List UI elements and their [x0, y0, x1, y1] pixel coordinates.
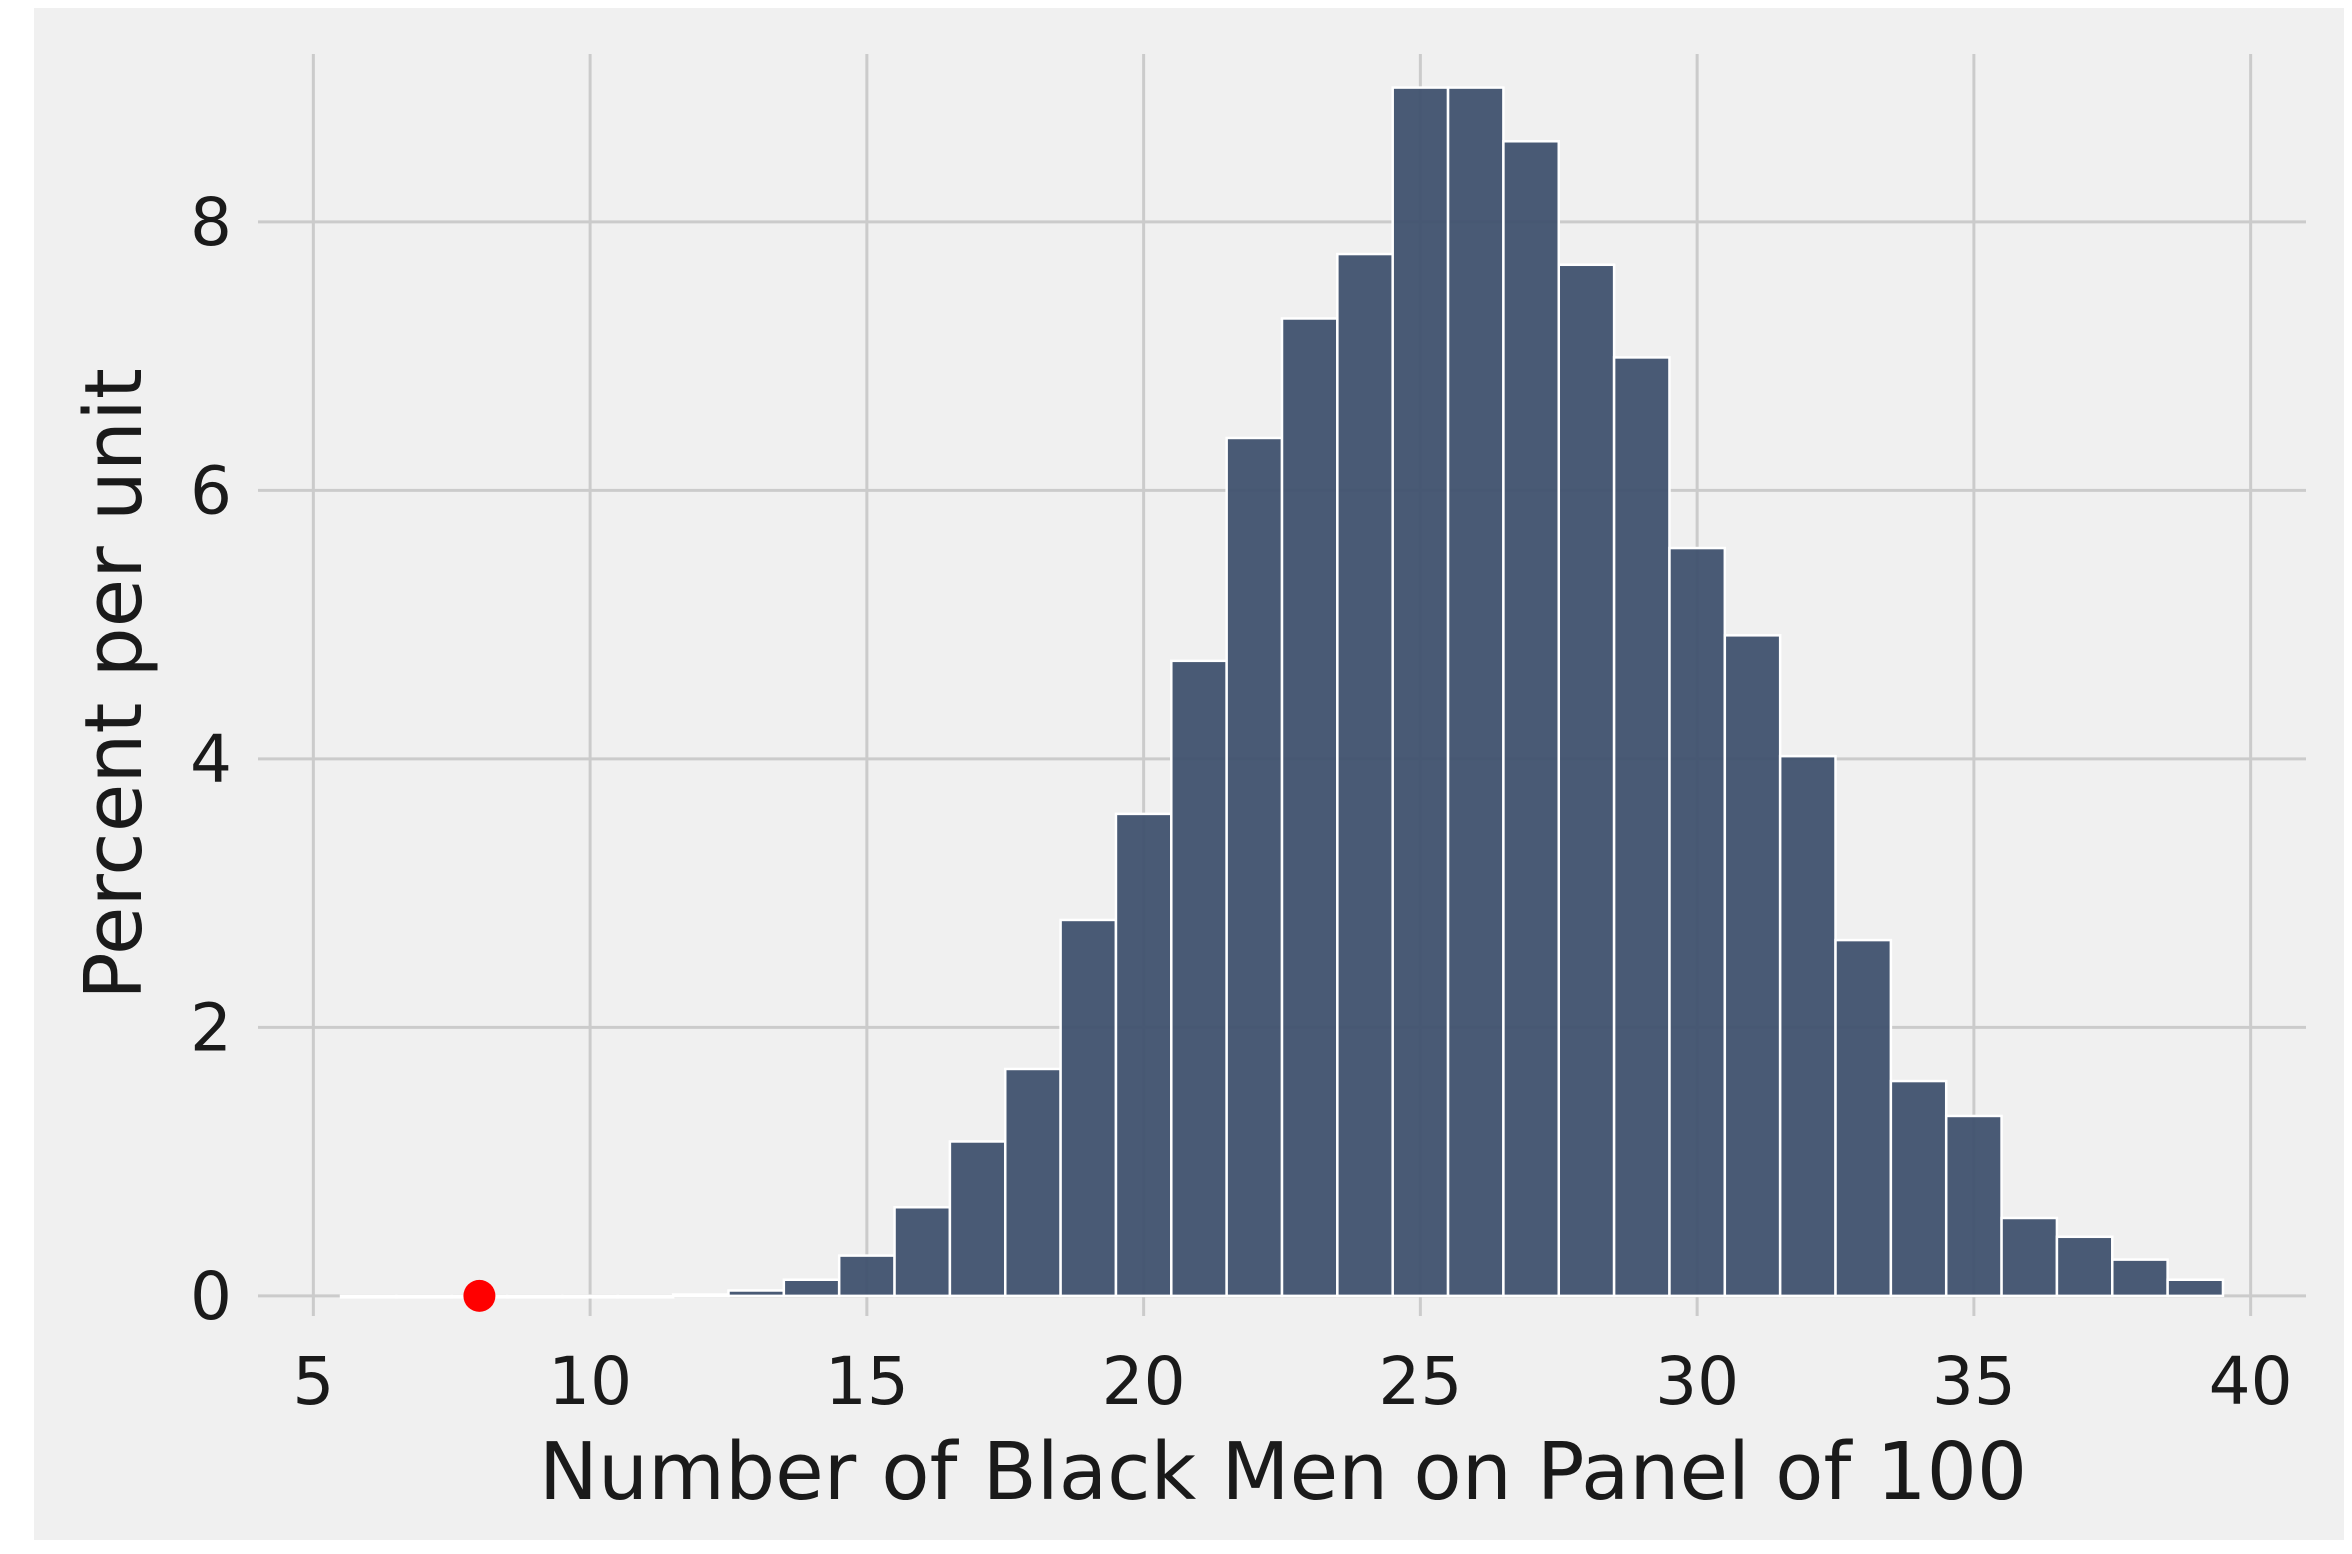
- histogram-bar: [1336, 252, 1394, 1298]
- histogram-bar: [2055, 1235, 2114, 1298]
- histogram-bar: [2000, 1216, 2059, 1298]
- histogram-bar: [1280, 317, 1339, 1298]
- histogram-bar: [782, 1278, 841, 1298]
- observed-point-layer: [463, 1279, 496, 1312]
- histogram-bar: [1003, 1067, 1062, 1298]
- histogram-bar: [395, 1294, 453, 1299]
- x-axis-label: Number of Black Men on Panel of 100: [539, 1426, 2027, 1518]
- histogram-bar: [1391, 86, 1450, 1298]
- x-tick-label: 30: [1655, 1343, 1739, 1420]
- histogram-bar: [1668, 546, 1727, 1298]
- histogram-bar: [1170, 659, 1228, 1298]
- x-tick-label: 15: [825, 1343, 909, 1420]
- histogram-bar: [2166, 1278, 2225, 1298]
- histogram-bar: [1723, 634, 1782, 1298]
- histogram-bar: [1889, 1079, 1948, 1298]
- axis-ticks: 5 10 15 20 25 30 35 40 0 2 4 6 8: [190, 184, 2293, 1420]
- histogram-bar: [1502, 140, 1561, 1298]
- y-tick-label: 8: [190, 184, 232, 261]
- x-tick-label: 20: [1102, 1343, 1186, 1420]
- histogram-bar: [1225, 436, 1284, 1298]
- y-tick-label: 4: [190, 721, 232, 798]
- observed-value-point: [463, 1279, 496, 1312]
- histogram-bar: [1557, 263, 1616, 1298]
- histogram-bar: [1944, 1114, 2003, 1298]
- histogram-bars: [339, 86, 2225, 1299]
- y-tick-label: 2: [190, 989, 232, 1066]
- histogram-bar: [727, 1289, 786, 1298]
- histogram-bar: [616, 1294, 675, 1299]
- histogram-bar: [1114, 812, 1173, 1298]
- histogram-bar: [2111, 1258, 2169, 1298]
- histogram-bar: [1612, 356, 1671, 1298]
- y-tick-label: 6: [190, 452, 232, 529]
- x-tick-label: 10: [548, 1343, 632, 1420]
- histogram-bar: [837, 1254, 896, 1298]
- histogram-bar: [339, 1294, 398, 1299]
- y-axis-label: Percent per unit: [68, 368, 160, 1000]
- histogram-bar: [948, 1140, 1007, 1298]
- x-tick-label: 5: [292, 1343, 334, 1420]
- histogram-bar: [561, 1294, 620, 1299]
- histogram-bar: [1446, 86, 1505, 1298]
- y-tick-label: 0: [190, 1258, 232, 1335]
- histogram-bar: [1778, 754, 1837, 1298]
- x-tick-label: 40: [2209, 1343, 2293, 1420]
- histogram-bar: [671, 1293, 730, 1298]
- x-tick-label: 35: [1932, 1343, 2016, 1420]
- histogram-bar: [893, 1206, 952, 1298]
- histogram-bar: [1059, 918, 1118, 1298]
- histogram-bar: [1834, 938, 1893, 1298]
- x-tick-label: 25: [1378, 1343, 1462, 1420]
- histogram-bar: [505, 1294, 564, 1299]
